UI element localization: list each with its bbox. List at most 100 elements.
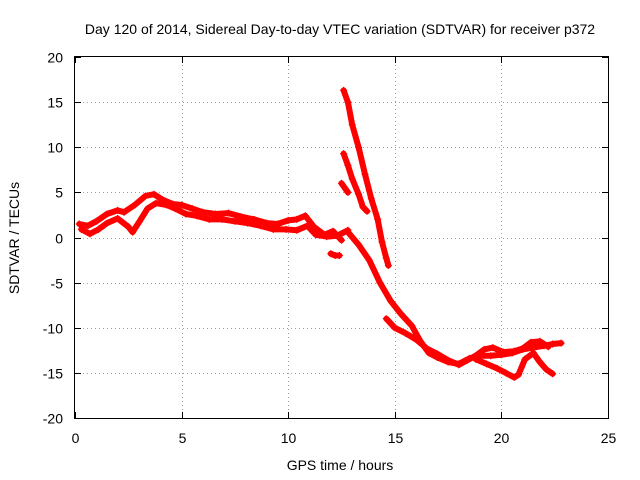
data-point-marker (542, 365, 550, 373)
data-point-marker (323, 233, 331, 241)
series-track-c (327, 250, 343, 259)
data-point-marker (333, 232, 341, 240)
data-point-marker (86, 230, 94, 238)
series-line (383, 315, 552, 368)
data-point-marker (502, 369, 510, 377)
data-point-marker (519, 345, 527, 352)
data-point-marker (335, 252, 343, 259)
data-point-marker (218, 215, 226, 223)
data-point-marker (365, 256, 373, 264)
data-point-marker (363, 207, 371, 215)
y-tick-label: 20 (47, 50, 63, 66)
data-point-marker (257, 222, 264, 230)
data-point-marker (171, 205, 179, 213)
data-point-marker (387, 297, 394, 305)
y-axis-label: SDTVAR / TECUs (6, 182, 22, 294)
data-point-marker (182, 210, 190, 218)
data-point-marker (361, 170, 369, 178)
data-point-marker (515, 371, 522, 379)
data-point-marker (231, 217, 239, 225)
data-point-marker (282, 225, 290, 233)
data-point-marker (408, 322, 416, 330)
data-point-marker (472, 355, 480, 363)
data-point-marker (152, 199, 160, 207)
y-tick-label: -10 (43, 321, 63, 337)
data-point-marker (120, 208, 128, 216)
data-point-marker (75, 220, 83, 228)
data-point-marker (378, 238, 386, 246)
data-point-marker (384, 262, 392, 269)
series-line (340, 87, 392, 269)
y-tick-label: 10 (47, 140, 63, 156)
data-point-marker (274, 220, 281, 228)
x-tick-label: 0 (72, 430, 80, 446)
y-tick-label: 15 (47, 95, 63, 111)
data-point-marker (338, 179, 345, 187)
data-point-marker (103, 219, 111, 227)
series-track-f (338, 179, 352, 196)
data-point-marker (355, 190, 363, 198)
data-point-marker (374, 215, 382, 223)
data-point-marker (312, 231, 320, 239)
series-track-g (344, 228, 565, 368)
data-point-marker (225, 209, 232, 217)
data-point-marker (84, 222, 92, 230)
data-series (75, 86, 565, 381)
y-tick-label: 0 (55, 231, 63, 247)
data-point-marker (95, 225, 102, 233)
data-point-marker (348, 121, 356, 129)
data-point-marker (163, 201, 171, 209)
y-tick-label: -5 (51, 276, 64, 292)
data-point-marker (493, 364, 501, 372)
data-point-marker (114, 215, 122, 222)
data-point-marker (212, 210, 220, 218)
data-point-marker (549, 340, 557, 348)
data-point-marker (77, 225, 85, 233)
data-point-marker (244, 219, 252, 227)
data-point-marker (124, 223, 132, 231)
data-point-marker (141, 192, 149, 200)
series-track-d (340, 86, 392, 269)
chart-title: Day 120 of 2014, Sidereal Day-to-day VTE… (85, 21, 595, 37)
data-point-marker (340, 150, 348, 158)
data-point-marker (355, 143, 363, 151)
x-tick-label: 15 (388, 430, 404, 446)
data-point-marker (444, 356, 452, 364)
series-track-h (382, 315, 552, 369)
y-tick-label: 5 (55, 185, 63, 201)
data-point-marker (487, 352, 495, 360)
data-point-marker (536, 358, 544, 366)
x-tick-label: 25 (601, 430, 617, 446)
data-point-marker (382, 254, 390, 262)
data-point-marker (188, 205, 196, 213)
data-point-marker (367, 195, 375, 203)
data-point-marker (536, 337, 544, 345)
x-tick-label: 5 (179, 430, 187, 446)
data-point-marker (423, 345, 431, 352)
data-point-marker (340, 86, 348, 94)
axis-ticks: 0 5 10 15 20 25 20 15 10 5 0 -5 -10 -15 -20 (43, 50, 617, 447)
data-point-marker (433, 350, 441, 358)
data-point-marker (455, 361, 463, 369)
series-track-i (472, 349, 557, 381)
series-line (338, 180, 351, 196)
data-point-marker (382, 315, 390, 323)
data-point-marker (301, 212, 309, 220)
data-point-marker (359, 203, 367, 211)
data-point-marker (103, 210, 111, 218)
data-point-marker (303, 222, 311, 230)
data-point-marker (391, 324, 399, 332)
y-tick-label: -20 (43, 411, 63, 427)
data-point-marker (348, 175, 356, 183)
data-point-marker (92, 217, 100, 225)
data-point-marker (293, 226, 301, 234)
data-point-marker (376, 279, 384, 287)
data-point-marker (327, 250, 335, 258)
series-line (340, 150, 371, 215)
data-point-marker (527, 338, 535, 346)
data-point-marker (237, 213, 245, 221)
data-point-marker (549, 370, 557, 378)
data-point-marker (500, 348, 507, 356)
data-point-marker (402, 329, 409, 337)
